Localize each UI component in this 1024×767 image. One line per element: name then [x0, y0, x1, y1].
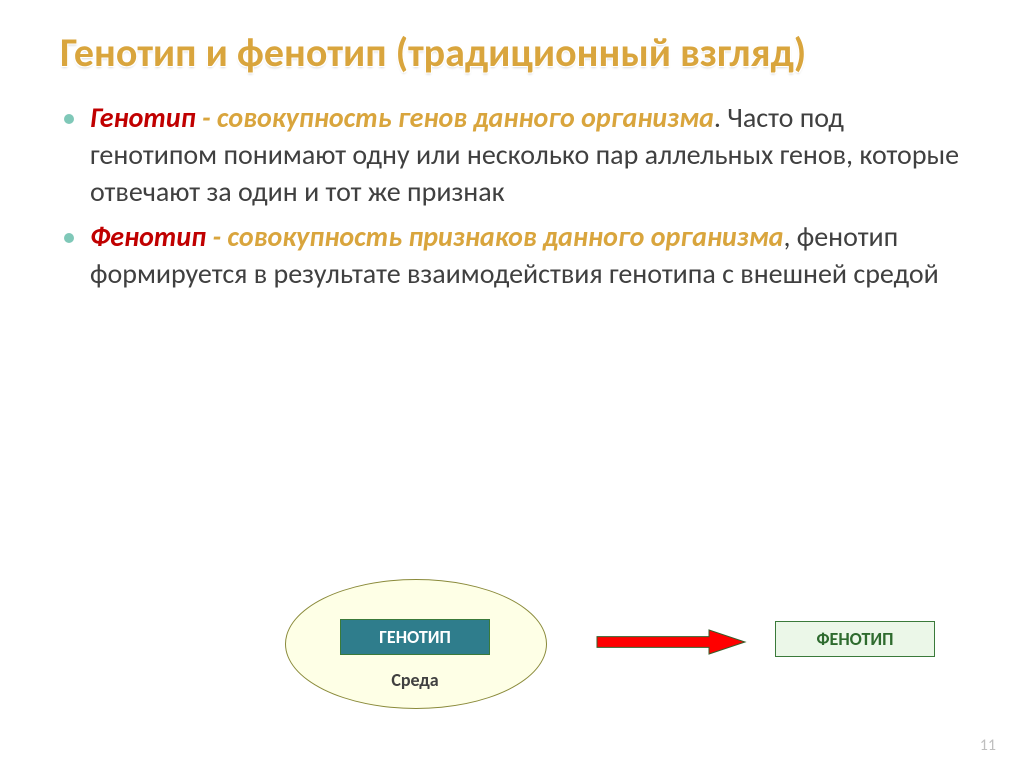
arrow-icon	[595, 627, 755, 657]
term-phenotype: Фенотип	[90, 219, 206, 254]
bullet-list: Генотип - совокупность генов данного орг…	[60, 100, 974, 293]
term-phenotype-def: - совокупность признаков данного организ…	[206, 219, 783, 254]
phenotype-label: ФЕНОТИП	[817, 628, 894, 650]
environment-label: Среда	[380, 669, 450, 691]
environment-label-text: Среда	[391, 669, 438, 691]
page-number: 11	[980, 736, 996, 755]
diagram: ГЕНОТИП Среда ФЕНОТИП	[0, 559, 1024, 739]
term-genotype: Генотип	[90, 100, 196, 135]
slide-title: Генотип и фенотип (традиционный взгляд)	[60, 30, 974, 76]
list-item: Генотип - совокупность генов данного орг…	[60, 100, 974, 211]
genotype-label: ГЕНОТИП	[379, 626, 451, 648]
slide: Генотип и фенотип (традиционный взгляд) …	[0, 0, 1024, 767]
list-item: Фенотип - совокупность признаков данного…	[60, 219, 974, 293]
genotype-box: ГЕНОТИП	[340, 619, 490, 655]
arrow-shape	[597, 630, 745, 654]
phenotype-box: ФЕНОТИП	[775, 621, 935, 657]
term-genotype-def: - совокупность генов данного организма	[196, 100, 714, 135]
